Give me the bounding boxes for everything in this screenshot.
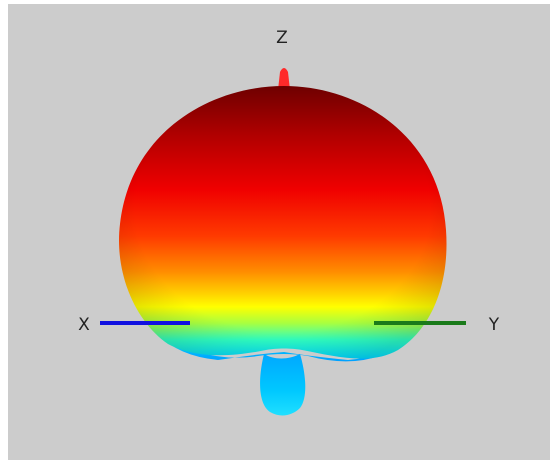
- z-axis-label: Z: [276, 28, 288, 48]
- 3d-plot-viewport[interactable]: Z X Y: [8, 4, 550, 460]
- main-lobe-shading: [119, 86, 447, 359]
- radiation-pattern-plot: Z X Y: [78, 28, 500, 416]
- x-axis-label: X: [78, 315, 90, 335]
- back-lobe: [260, 354, 306, 416]
- z-axis-tip: [278, 68, 290, 90]
- y-axis-label: Y: [488, 315, 500, 335]
